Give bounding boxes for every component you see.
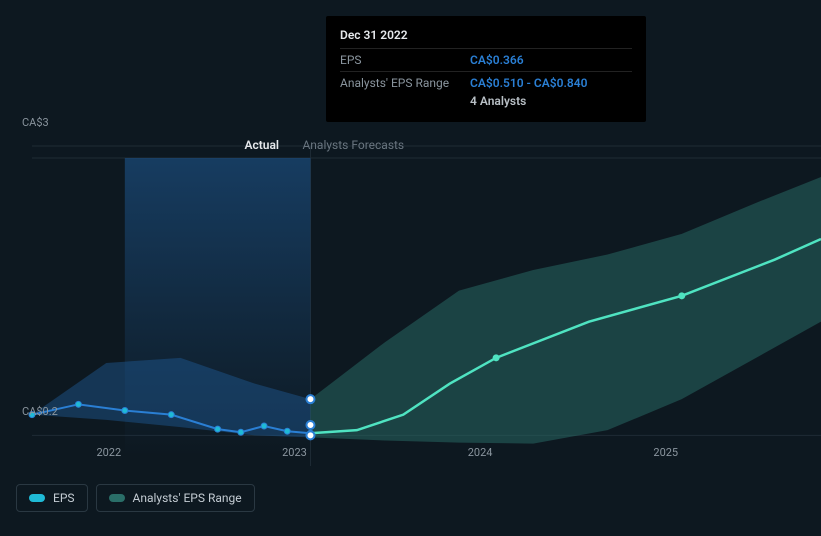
y-tick-label: CA$3 <box>22 116 49 129</box>
x-tick-label: 2024 <box>468 446 493 459</box>
region-label-actual: Actual <box>244 138 279 152</box>
legend-item[interactable]: EPS <box>16 484 88 512</box>
tooltip-row: EPSCA$0.366 <box>340 48 632 71</box>
tooltip-row-label: EPS <box>340 51 470 69</box>
legend-item[interactable]: Analysts' EPS Range <box>96 484 255 512</box>
y-tick-label: CA$0.2 <box>22 405 58 418</box>
tooltip-row-sub: 4 Analysts <box>470 92 587 110</box>
tooltip-row-value: CA$0.366 <box>470 51 524 69</box>
chart-tooltip: Dec 31 2022 EPSCA$0.366Analysts' EPS Ran… <box>326 16 646 122</box>
legend-swatch <box>109 494 125 502</box>
legend-swatch <box>29 494 45 502</box>
tooltip-row-label: Analysts' EPS Range <box>340 74 470 110</box>
tooltip-row: Analysts' EPS RangeCA$0.510 - CA$0.8404 … <box>340 71 632 112</box>
chart-legend: EPS Analysts' EPS Range <box>16 484 255 512</box>
x-tick-label: 2023 <box>282 446 307 459</box>
tooltip-rows: EPSCA$0.366Analysts' EPS RangeCA$0.510 -… <box>340 48 632 112</box>
tooltip-row-value: CA$0.510 - CA$0.840 <box>470 74 587 92</box>
legend-label: EPS <box>53 491 75 505</box>
region-label-forecast: Analysts Forecasts <box>302 138 404 152</box>
x-tick-label: 2025 <box>653 446 678 459</box>
x-tick-label: 2022 <box>96 446 121 459</box>
legend-label: Analysts' EPS Range <box>133 491 242 505</box>
tooltip-date: Dec 31 2022 <box>340 26 632 44</box>
